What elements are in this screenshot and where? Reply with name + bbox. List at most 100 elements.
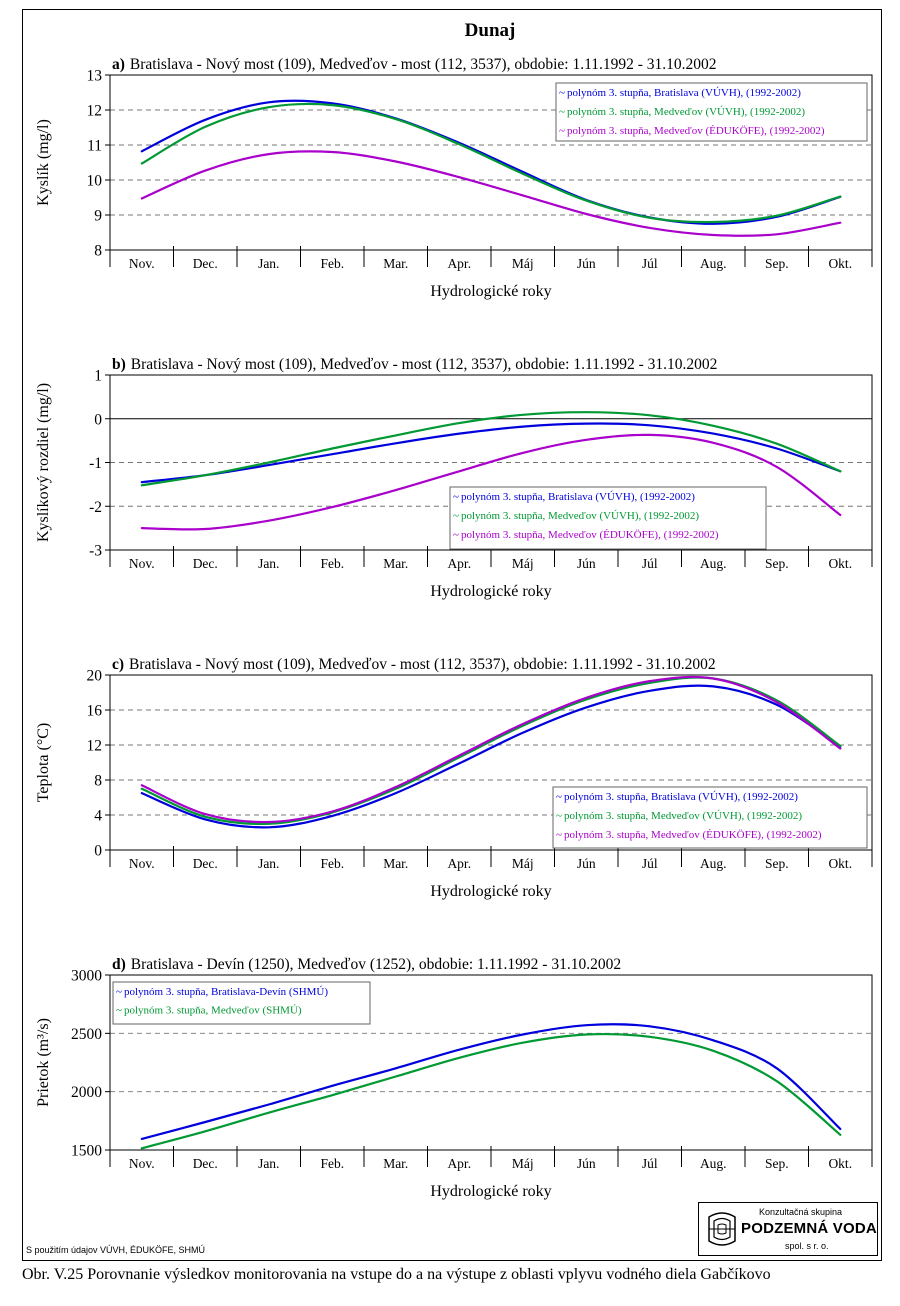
legend-swatch-icon: ~ bbox=[116, 1005, 122, 1017]
chart-title: a) Bratislava - Nový most (109), Medveďov… bbox=[112, 56, 717, 73]
x-tick-label: Sep. bbox=[765, 1156, 789, 1171]
y-tick-label: 3000 bbox=[71, 968, 102, 985]
legend-label: polynóm 3. stupňa, Medveďov (VÚVH), (199… bbox=[564, 810, 802, 822]
y-tick-label: 1500 bbox=[71, 1143, 102, 1160]
x-tick-label: Feb. bbox=[320, 256, 344, 271]
x-tick-label: Feb. bbox=[320, 556, 344, 571]
series-line-1 bbox=[140, 99, 842, 225]
y-tick-label: 10 bbox=[87, 173, 103, 190]
y-axis-label: Kyslíkový rozdiel (mg/l) bbox=[35, 383, 52, 542]
legend-label: polynóm 3. stupňa, Medveďov (ÉDUKÖFE), (… bbox=[567, 125, 825, 137]
x-tick-label: Jún bbox=[577, 256, 596, 271]
chart-title: b) Bratislava - Nový most (109), Medveďov… bbox=[112, 356, 717, 373]
panel-letter: c) bbox=[112, 656, 124, 673]
y-tick-label: 12 bbox=[87, 103, 103, 120]
legend-item: ~ polynóm 3. stupňa, Bratislava (VÚVH), (… bbox=[453, 491, 695, 503]
x-tick-label: Okt. bbox=[828, 1156, 852, 1171]
x-tick-label: Apr. bbox=[447, 556, 471, 571]
legend-item: ~ polynóm 3. stupňa, Medveďov (VÚVH), (19… bbox=[559, 106, 805, 118]
legend-item: ~ polynóm 3. stupňa, Medveďov (ÉDUKÖFE), … bbox=[556, 829, 822, 841]
y-tick-label: 4 bbox=[94, 808, 102, 825]
panel-letter: d) bbox=[112, 956, 126, 973]
chart-title-text: Bratislava - Nový most (109), Medveďov -… bbox=[130, 56, 717, 73]
x-tick-label: Máj bbox=[512, 856, 534, 871]
legend-item: ~ polynóm 3. stupňa, Medveďov (ÉDUKÖFE), … bbox=[453, 529, 719, 541]
logo-mark-icon bbox=[708, 1212, 736, 1246]
x-tick-label: Aug. bbox=[700, 556, 727, 571]
x-tick-label: Júl bbox=[642, 556, 658, 571]
legend-box bbox=[552, 786, 868, 849]
series-line-2 bbox=[140, 411, 842, 487]
y-tick-label: -1 bbox=[89, 455, 102, 472]
x-tick-label: Nov. bbox=[129, 256, 155, 271]
x-tick-label: Apr. bbox=[447, 1156, 471, 1171]
x-tick-label: Sep. bbox=[765, 556, 789, 571]
chart-panel-3: c) Bratislava - Nový most (109), Medveďov… bbox=[35, 656, 873, 900]
legend-item: ~ polynóm 3. stupňa, Bratislava (VÚVH), (… bbox=[559, 87, 801, 99]
panel-letter: b) bbox=[112, 356, 126, 373]
x-tick-label: Mar. bbox=[383, 856, 408, 871]
x-tick-label: Jan. bbox=[258, 556, 279, 571]
legend-label: polynóm 3. stupňa, Medveďov (ÉDUKÖFE), (… bbox=[461, 529, 719, 541]
legend-item: ~ polynóm 3. stupňa, Medveďov (VÚVH), (19… bbox=[453, 510, 699, 522]
legend-swatch-icon: ~ bbox=[556, 791, 562, 803]
chart-title: c) Bratislava - Nový most (109), Medveďov… bbox=[112, 656, 716, 673]
y-tick-label: 0 bbox=[94, 843, 102, 860]
legend-item: ~ polynóm 3. stupňa, Medveďov (ÉDUKÖFE), … bbox=[559, 125, 825, 137]
legend-box bbox=[112, 981, 371, 1025]
x-axis-label: Hydrologické roky bbox=[430, 583, 551, 600]
legend-swatch-icon: ~ bbox=[559, 125, 565, 137]
y-tick-label: 16 bbox=[87, 703, 103, 720]
legend-swatch-icon: ~ bbox=[556, 810, 562, 822]
x-tick-label: Jan. bbox=[258, 1156, 279, 1171]
x-tick-label: Aug. bbox=[700, 856, 727, 871]
x-tick-label: Júl bbox=[642, 256, 658, 271]
legend-item: ~ polynóm 3. stupňa, Medveďov (SHMÚ) bbox=[116, 1005, 302, 1017]
x-tick-label: Jún bbox=[577, 856, 596, 871]
x-tick-label: Nov. bbox=[129, 856, 155, 871]
x-tick-label: Okt. bbox=[828, 556, 852, 571]
x-tick-label: Jún bbox=[577, 1156, 596, 1171]
legend-swatch-icon: ~ bbox=[559, 87, 565, 99]
company-logo: Konzultačná skupina PODZEMNÁ VODA spol. … bbox=[698, 1202, 878, 1256]
y-tick-label: 1 bbox=[94, 368, 102, 385]
y-tick-label: 20 bbox=[87, 668, 103, 685]
legend-label: polynóm 3. stupňa, Medveďov (SHMÚ) bbox=[124, 1005, 302, 1017]
y-tick-label: 13 bbox=[87, 68, 103, 85]
x-tick-label: Sep. bbox=[765, 856, 789, 871]
legend-label: polynóm 3. stupňa, Medveďov (VÚVH), (199… bbox=[567, 106, 805, 118]
chart-title-text: Bratislava - Nový most (109), Medveďov -… bbox=[131, 356, 718, 373]
x-tick-label: Aug. bbox=[700, 1156, 727, 1171]
y-tick-label: -2 bbox=[89, 499, 102, 516]
x-tick-label: Mar. bbox=[383, 1156, 408, 1171]
legend-label: polynóm 3. stupňa, Bratislava (VÚVH), (1… bbox=[564, 791, 798, 803]
x-tick-label: Júl bbox=[642, 856, 658, 871]
y-tick-label: -3 bbox=[89, 543, 102, 560]
chart-title-text: Bratislava - Devín (1250), Medveďov (125… bbox=[131, 956, 621, 973]
x-tick-label: Máj bbox=[512, 1156, 534, 1171]
series-line-3 bbox=[140, 433, 842, 531]
series-line-1 bbox=[140, 1023, 842, 1140]
y-axis-label: Teplota (°C) bbox=[35, 723, 52, 802]
y-tick-label: 12 bbox=[87, 738, 103, 755]
x-tick-label: Dec. bbox=[193, 856, 218, 871]
x-tick-label: Apr. bbox=[447, 256, 471, 271]
chart-panel-2: b) Bratislava - Nový most (109), Medveďov… bbox=[35, 356, 873, 600]
footnote: S použitím údajov VÚVH, ÉDUKÖFE, SHMÚ bbox=[26, 1245, 206, 1255]
chart-title: d) Bratislava - Devín (1250), Medveďov (1… bbox=[112, 956, 621, 973]
series-line-2 bbox=[140, 102, 842, 224]
y-axis-label: Kyslík (mg/l) bbox=[35, 119, 52, 206]
legend-swatch-icon: ~ bbox=[116, 986, 122, 998]
x-axis-label: Hydrologické roky bbox=[430, 283, 551, 300]
series-line-1 bbox=[140, 684, 842, 829]
chart-panel-4: d) Bratislava - Devín (1250), Medveďov (1… bbox=[35, 956, 873, 1200]
x-tick-label: Okt. bbox=[828, 256, 852, 271]
x-tick-label: Feb. bbox=[320, 1156, 344, 1171]
y-tick-label: 2500 bbox=[71, 1026, 102, 1043]
logo-company-suffix: spol. s r. o. bbox=[785, 1241, 829, 1251]
x-tick-label: Dec. bbox=[193, 256, 218, 271]
page-title: Dunaj bbox=[465, 20, 516, 41]
x-tick-label: Máj bbox=[512, 556, 534, 571]
series-line-1 bbox=[140, 422, 842, 484]
